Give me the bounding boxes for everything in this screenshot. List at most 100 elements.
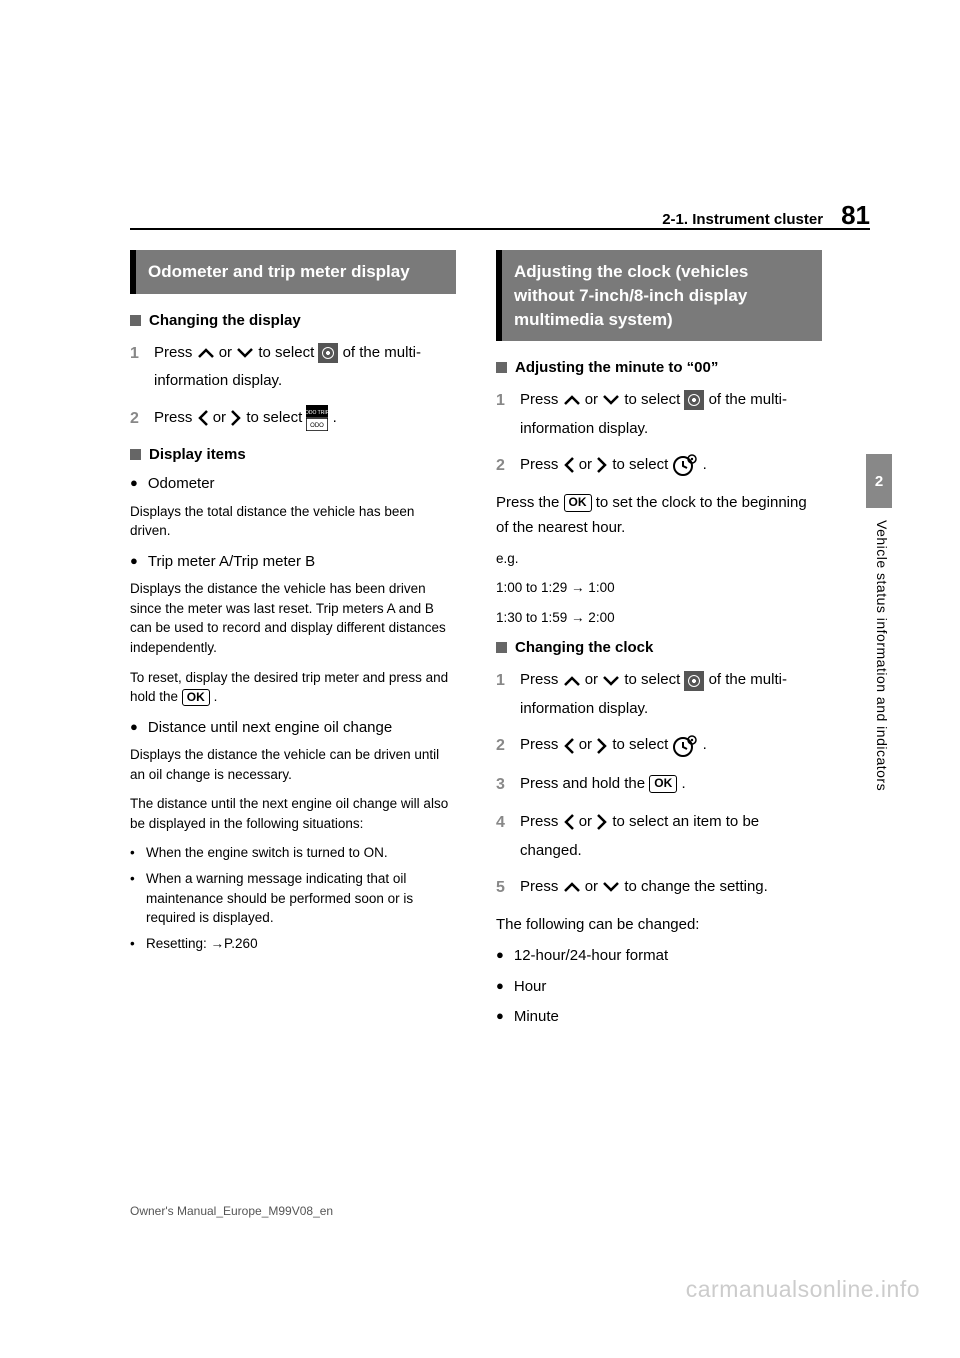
tripmeter-desc: Displays the distance the vehicle has be… (130, 579, 456, 657)
ok-button-icon: OK (649, 775, 677, 793)
clock-step-3: 3 Press and hold the OK . (496, 770, 822, 800)
left-step-2: 2 Press or to select ODO TRIPODO . (130, 404, 456, 434)
oil-distance-note: The distance until the next engine oil c… (130, 794, 456, 833)
step-body: Press or to change the setting. (520, 873, 822, 902)
up-chevron-icon (563, 675, 581, 687)
bullet-dot-icon: ● (130, 717, 138, 738)
dash-icon: • (130, 843, 138, 863)
eg-label: e.g. (496, 549, 822, 569)
step-body: Press or to select . (520, 731, 822, 760)
bullet-dot-icon: ● (496, 1006, 504, 1027)
oil-note-item-1: •When the engine switch is turned to ON. (130, 843, 456, 863)
bullet-text: Trip meter A/Trip meter B (148, 551, 456, 574)
step-number: 1 (496, 386, 510, 416)
step-number: 2 (496, 451, 510, 481)
settings-gear-icon (318, 343, 338, 363)
bullet-text: Hour (514, 976, 822, 999)
oil-note-item-2: •When a warning message indicating that … (130, 869, 456, 928)
bullet-text: 12-hour/24-hour format (514, 945, 822, 968)
bullet-hour: ● Hour (496, 976, 822, 999)
odometer-desc: Displays the total distance the vehicle … (130, 502, 456, 541)
step-number: 2 (130, 404, 144, 434)
left-chevron-icon (563, 813, 575, 831)
step-number: 3 (496, 770, 510, 800)
subhead-text: Changing the display (149, 312, 301, 329)
page: 2-1. Instrument cluster 81 2 Vehicle sta… (0, 0, 960, 1358)
odo-trip-icon: ODO TRIPODO (306, 405, 328, 431)
clock-step-1: 1 Press or to select of the multi-inform… (496, 666, 822, 723)
svg-text:ODO TRIP: ODO TRIP (306, 410, 328, 416)
following-changed: The following can be changed: (496, 912, 822, 938)
bullet-odometer: ● Odometer (130, 473, 456, 496)
content-columns: Odometer and trip meter display Changing… (130, 250, 870, 1035)
bullet-dot-icon: ● (130, 473, 138, 494)
step-body: Press or to select of the multi-informat… (154, 339, 456, 396)
ok-button-icon: OK (564, 494, 592, 512)
bullet-dot-icon: ● (130, 551, 138, 572)
subhead-text: Changing the clock (515, 639, 653, 656)
bullet-text: Minute (514, 1006, 822, 1029)
heading-odometer: Odometer and trip meter display (130, 250, 456, 294)
down-chevron-icon (602, 675, 620, 687)
clock-step-2: 2 Press or to select . (496, 731, 822, 761)
tripmeter-reset: To reset, display the desired trip meter… (130, 668, 456, 707)
press-ok-text: Press the OK to set the clock to the beg… (496, 490, 822, 541)
left-chevron-icon (563, 456, 575, 474)
chapter-tab: 2 (866, 454, 892, 508)
down-chevron-icon (236, 347, 254, 359)
dash-icon: • (130, 934, 138, 954)
right-column: Adjusting the clock (vehicles without 7-… (496, 250, 822, 1035)
left-chevron-icon (563, 737, 575, 755)
step-number: 4 (496, 808, 510, 838)
down-chevron-icon (602, 394, 620, 406)
clock-step-5: 5 Press or to change the setting. (496, 873, 822, 903)
bullet-format: ● 12-hour/24-hour format (496, 945, 822, 968)
right-chevron-icon (596, 813, 608, 831)
subhead-changing-clock: Changing the clock (496, 639, 822, 656)
bullet-dot-icon: ● (496, 945, 504, 966)
subhead-text: Display items (149, 446, 246, 463)
oil-distance-desc: Displays the distance the vehicle can be… (130, 745, 456, 784)
heading-clock: Adjusting the clock (vehicles without 7-… (496, 250, 822, 341)
subhead-changing-display: Changing the display (130, 312, 456, 329)
up-chevron-icon (563, 394, 581, 406)
step-body: Press or to select of the multi-informat… (520, 386, 822, 443)
right-step-2: 2 Press or to select . (496, 451, 822, 481)
oil-note-item-3: •Resetting: →P.260 (130, 934, 456, 954)
bullet-minute: ● Minute (496, 1006, 822, 1029)
clock-settings-icon (672, 734, 698, 758)
left-column: Odometer and trip meter display Changing… (130, 250, 456, 1035)
header-rule (130, 228, 870, 230)
step-body: Press or to select ODO TRIPODO . (154, 404, 456, 433)
clock-step-4: 4 Press or to select an item to be chang… (496, 808, 822, 865)
left-chevron-icon (197, 409, 209, 427)
step-number: 1 (130, 339, 144, 369)
step-number: 2 (496, 731, 510, 761)
eg-line-1: 1:00 to 1:29 → 1:00 (496, 578, 822, 598)
settings-gear-icon (684, 390, 704, 410)
settings-gear-icon (684, 671, 704, 691)
right-chevron-icon (596, 456, 608, 474)
footer-text: Owner's Manual_Europe_M99V08_en (130, 1204, 333, 1218)
down-chevron-icon (602, 881, 620, 893)
step-number: 5 (496, 873, 510, 903)
subhead-adjust-minute: Adjusting the minute to “00” (496, 359, 822, 376)
right-chevron-icon (230, 409, 242, 427)
watermark: carmanualsonline.info (686, 1276, 920, 1303)
left-step-1: 1 Press or to select of the multi-inform… (130, 339, 456, 396)
right-chevron-icon (596, 737, 608, 755)
right-step-1: 1 Press or to select of the multi-inform… (496, 386, 822, 443)
square-bullet-icon (496, 362, 507, 373)
square-bullet-icon (130, 449, 141, 460)
up-chevron-icon (563, 881, 581, 893)
ok-button-icon: OK (182, 689, 210, 707)
page-number: 81 (841, 200, 870, 231)
square-bullet-icon (496, 642, 507, 653)
step-body: Press or to select of the multi-informat… (520, 666, 822, 723)
step-body: Press and hold the OK . (520, 770, 822, 799)
eg-line-2: 1:30 to 1:59 → 2:00 (496, 608, 822, 628)
square-bullet-icon (130, 315, 141, 326)
clock-settings-icon (672, 453, 698, 477)
section-name: 2-1. Instrument cluster (662, 211, 823, 228)
step-number: 1 (496, 666, 510, 696)
